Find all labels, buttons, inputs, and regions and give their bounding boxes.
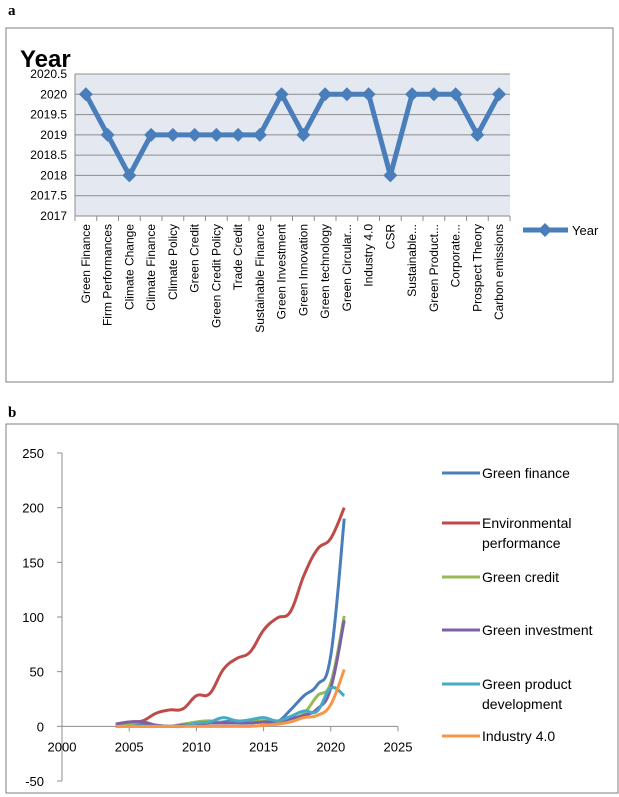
series-line-6	[115, 668, 346, 728]
panel-a-label: a	[8, 3, 16, 19]
legend-label-6: Industry 4.0	[482, 728, 555, 744]
x-tick-label: 2010	[182, 739, 211, 754]
data-marker	[361, 87, 376, 102]
y-tick-label: 2018.5	[30, 148, 67, 162]
legend-label-2: performance	[482, 535, 561, 551]
x-tick-label: Green Finance	[79, 224, 93, 304]
data-marker	[231, 127, 246, 142]
data-marker	[448, 87, 463, 102]
data-marker	[187, 127, 202, 142]
y-tick-label: 2019.5	[30, 108, 67, 122]
legend-label-3: Green credit	[482, 569, 559, 585]
data-marker	[78, 87, 93, 102]
data-marker	[492, 87, 507, 102]
y-tick-label: 200	[22, 501, 44, 516]
x-tick-label: 2015	[249, 739, 278, 754]
y-tick-label: 150	[22, 555, 44, 570]
x-tick-label: Trade Credit	[231, 223, 245, 290]
x-tick-label: Green Credit Policy	[209, 224, 223, 328]
x-tick-label: Green Credit	[188, 223, 202, 292]
chart-a: 2017 2017.5 2018 2018.5 2019 2019.5 2020 2020.5…	[5, 27, 614, 383]
y-tick-label: 2020	[40, 87, 67, 101]
x-tick-label: Climate Finance	[144, 224, 158, 311]
y-tick-label: 2020.5	[30, 67, 67, 81]
x-tick-label: Green Circular...	[340, 224, 354, 311]
data-marker	[405, 87, 420, 102]
data-marker	[209, 127, 224, 142]
legend-marker-year	[538, 223, 552, 237]
chart-title: Year	[20, 46, 71, 73]
x-tick-label: Green Innovation	[296, 224, 310, 316]
x-tick-label: 2005	[115, 739, 144, 754]
data-marker	[339, 87, 354, 102]
x-tick-label: Green technology	[318, 224, 332, 319]
y-tick-label: 2017	[40, 209, 67, 223]
data-marker	[296, 127, 311, 142]
x-tick-label: Firm Performances	[101, 224, 115, 326]
x-tick-label: Climate Policy	[166, 224, 180, 300]
y-tick-label: 50	[30, 665, 44, 680]
x-tick-label: Prospect Theory	[470, 224, 484, 312]
data-marker	[318, 87, 333, 102]
x-tick-label: Sustainable...	[405, 224, 419, 297]
data-marker	[165, 127, 180, 142]
legend-label-2: Environmental	[482, 515, 572, 531]
y-tick-label: 2019	[40, 128, 67, 142]
data-marker	[100, 127, 115, 142]
x-tick-label: 2025	[384, 739, 413, 754]
chart-b-frame	[5, 423, 619, 794]
chart-b: -50 0 50 100 150 200 250 2000 2005 2010 2015 2020 20…	[5, 423, 619, 794]
y-tick-label: 2018	[40, 168, 67, 182]
data-marker	[383, 168, 398, 183]
x-tick-label: Carbon emissions	[492, 224, 506, 320]
legend-label-4: Green investment	[482, 622, 593, 638]
x-tick-label: Sustainable Finance	[253, 224, 267, 333]
x-tick-label: Corporate...	[449, 224, 463, 287]
x-tick-label: 2000	[48, 739, 77, 754]
legend-label-5: development	[482, 696, 562, 712]
data-marker	[426, 87, 441, 102]
x-tick-label: Climate Change	[122, 224, 136, 310]
y-tick-label: 100	[22, 610, 44, 625]
data-marker	[470, 127, 485, 142]
panel-b-label: b	[8, 405, 17, 421]
x-tick-label: CSR	[383, 224, 397, 250]
legend-label-5: Green product	[482, 676, 572, 692]
x-tick-label: Industry 4.0	[362, 224, 376, 287]
data-marker	[274, 87, 289, 102]
data-marker	[252, 127, 267, 142]
x-tick-label: Green Investment	[275, 223, 289, 319]
x-tick-label: Green Product...	[427, 224, 441, 312]
data-marker	[122, 168, 137, 183]
y-tick-label: 250	[22, 446, 44, 461]
series-line-2	[115, 507, 346, 726]
data-marker	[144, 127, 159, 142]
legend-label-year: Year	[572, 223, 599, 238]
y-tick-label: -50	[25, 774, 44, 789]
y-tick-label: 0	[37, 719, 44, 734]
y-tick-label: 2017.5	[30, 189, 67, 203]
legend-label-1: Green finance	[482, 465, 570, 481]
x-tick-label: 2020	[316, 739, 345, 754]
